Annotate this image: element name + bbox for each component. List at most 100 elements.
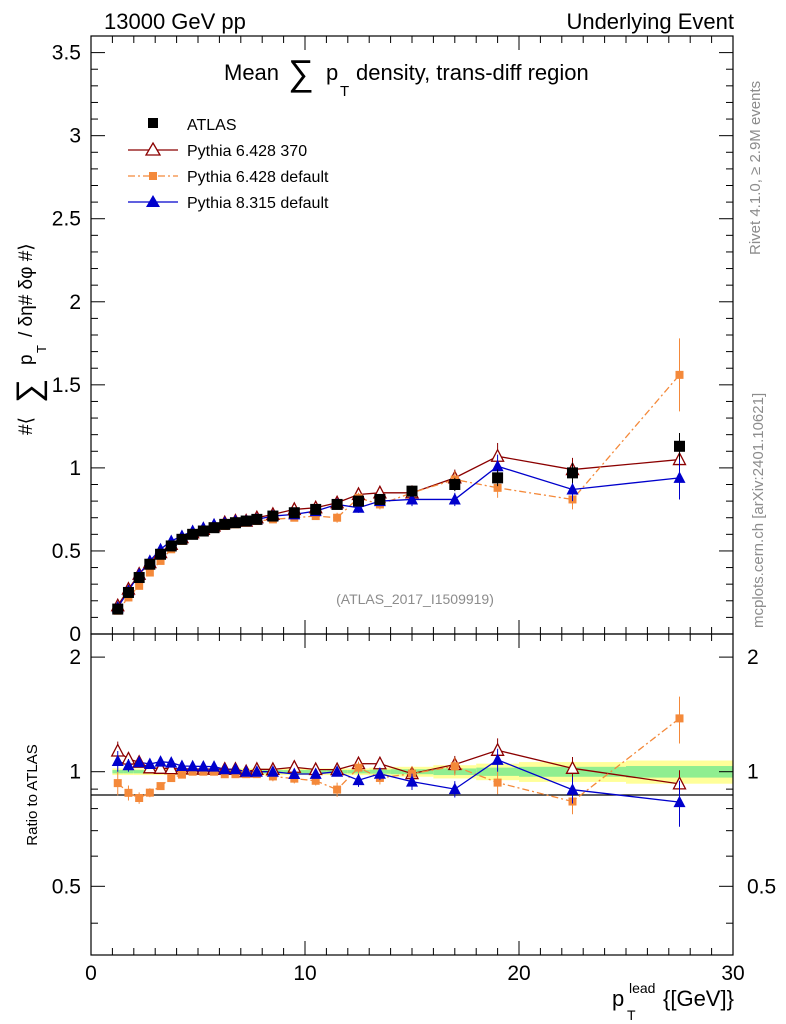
point-pythia-6-428-default (145, 568, 154, 577)
ratio-point-pythia-8-315-default (673, 795, 686, 808)
ratio-tick-label-left: 2 (69, 646, 81, 669)
chart-title: Mean ∑ p T density, trans-diff region (224, 52, 589, 100)
y-tick-label: 3.5 (52, 42, 81, 65)
point-atlas (176, 533, 188, 545)
y-axis-label: #⟨ ∑ p T / δη# δφ #⟩ (10, 243, 49, 435)
main-axis-ticks: 0 0.5 1 1.5 2 2.5 3 3.5 (52, 35, 734, 646)
ratio-point-pythia-6-428-default (177, 770, 186, 779)
legend-marker-py6-370 (144, 141, 162, 156)
ratio-point-pythia-8-315-default (154, 755, 167, 767)
point-pythia-6-428-default (156, 556, 165, 565)
point-atlas (197, 525, 209, 537)
point-atlas (406, 485, 418, 497)
ylabel-pre: #⟨ (16, 417, 37, 435)
main-series-lines (117, 374, 680, 612)
point-atlas (240, 515, 252, 527)
title-pre: Mean (224, 60, 279, 85)
ratio-point-pythia-6-428-default (135, 794, 144, 803)
ratio-band-stat (133, 770, 145, 774)
main-series-points (110, 338, 687, 615)
x-axis-label: p T lead {[GeV]} (612, 980, 734, 1023)
ratio-axis-ticks: 0.5 0.5 1 1 2 2 (52, 634, 776, 955)
ratio-point-pythia-8-315-default (352, 773, 365, 786)
ratio-point-pythia-6-428-default (675, 714, 684, 723)
point-atlas (133, 572, 145, 584)
legend-label-py6-default: Pythia 6.428 default (187, 169, 329, 186)
point-atlas (155, 548, 167, 560)
ratio-point-pythia-8-315-default (143, 757, 156, 770)
x-tick-labels: 0 10 20 30 (85, 962, 745, 985)
ratio-point-pythia-8-315-default (218, 762, 231, 775)
ratio-series-points (110, 696, 687, 827)
ratio-panel: 0.5 0.5 1 1 2 2 (52, 633, 776, 956)
main-panel: 0 0.5 1 1.5 2 2.5 3 3.5 (52, 35, 734, 646)
y-tick-label: 2 (69, 291, 81, 314)
point-pythia-6-428-default (135, 581, 144, 590)
legend-label-atlas: ATLAS (187, 117, 237, 134)
point-atlas (492, 472, 504, 484)
legend-entry-py6-default: Pythia 6.428 default (128, 169, 329, 186)
ratio-point-pythia-8-315-default (373, 767, 386, 779)
x-tick-label: 30 (721, 962, 744, 985)
y-tick-label: 0 (69, 623, 81, 646)
point-pythia-6-428-default (675, 370, 684, 379)
point-atlas (251, 513, 263, 525)
ratio-point-pythia-8-315-default (406, 775, 418, 787)
ratio-point-pythia-6-428-default (311, 776, 320, 785)
rivet-version-text: Rivet 4.1.0, ≥ 2.9M events (747, 81, 764, 255)
legend-marker-atlas (148, 118, 158, 128)
point-atlas (310, 503, 322, 515)
ratio-point-pythia-8-315-default (288, 767, 301, 779)
y-tick-label: 2.5 (52, 208, 81, 231)
point-atlas (353, 495, 364, 507)
ratio-y-axis-label: Ratio to ATLAS (24, 744, 41, 845)
y-tick-label: 0.5 (52, 540, 81, 563)
legend-label-py8-default: Pythia 8.315 default (187, 195, 329, 212)
title-post: density, trans-diff region (356, 60, 589, 85)
ratio-point-pythia-8-315-default (186, 759, 199, 772)
point-atlas (567, 467, 578, 479)
ratio-point-pythia-8-315-default (250, 765, 263, 777)
ratio-point-pythia-8-315-default (122, 758, 135, 771)
ratio-point-pythia-6-428-default (220, 770, 229, 779)
mcplots-text: mcplots.cern.ch [arXiv:2401.10621] (750, 393, 767, 628)
xlabel-sub: T (627, 1007, 636, 1023)
legend-entry-atlas: ATLAS (148, 117, 237, 134)
ratio-point-pythia-6-428-default (188, 767, 197, 776)
point-pythia-8-315-default (406, 492, 418, 505)
xlabel-p: p (612, 986, 624, 1011)
ratio-point-pythia-8-315-default (331, 765, 344, 777)
x-tick-label: 10 (293, 962, 316, 985)
ratio-tick-label-left: 1 (69, 761, 81, 784)
header-right: Underlying Event (566, 9, 734, 34)
legend-marker-py6-default (149, 172, 157, 180)
xlabel-sup: lead (629, 980, 655, 996)
ratio-point-pythia-6-428-default (493, 778, 502, 787)
ratio-point-pythia-6-428-default (199, 767, 208, 776)
ratio-point-pythia-6-428-370 (565, 760, 580, 774)
ratio-point-pythia-8-315-default (133, 755, 146, 768)
legend: ATLAS Pythia 6.428 370 Pythia 6.428 defa… (128, 117, 329, 212)
ratio-point-pythia-6-428-default (450, 762, 459, 771)
point-pythia-6-428-default (493, 483, 502, 492)
ratio-point-pythia-8-315-default (229, 762, 242, 775)
ratio-point-pythia-6-428-default (333, 785, 342, 794)
analysis-id: (ATLAS_2017_I1509919) (336, 591, 494, 607)
ratio-point-pythia-8-315-default (175, 759, 188, 772)
point-pythia-8-315-default (491, 459, 504, 472)
point-pythia-8-315-default (566, 482, 579, 495)
title-sum: ∑ (288, 52, 314, 93)
ratio-band-stat (123, 770, 134, 774)
point-atlas (187, 528, 199, 540)
point-atlas (374, 493, 386, 505)
title-sub: T (340, 83, 349, 100)
ratio-series-lines (117, 717, 680, 803)
legend-marker-py8-default (146, 195, 160, 207)
y-tick-label: 1.5 (52, 374, 81, 397)
point-atlas (219, 518, 231, 530)
point-atlas (267, 510, 279, 522)
main-line-pythia-8-315-default (117, 465, 680, 608)
ratio-point-pythia-6-428-default (124, 788, 133, 797)
x-tick-label: 20 (507, 962, 530, 985)
ratio-tick-label-left: 0.5 (52, 875, 81, 898)
